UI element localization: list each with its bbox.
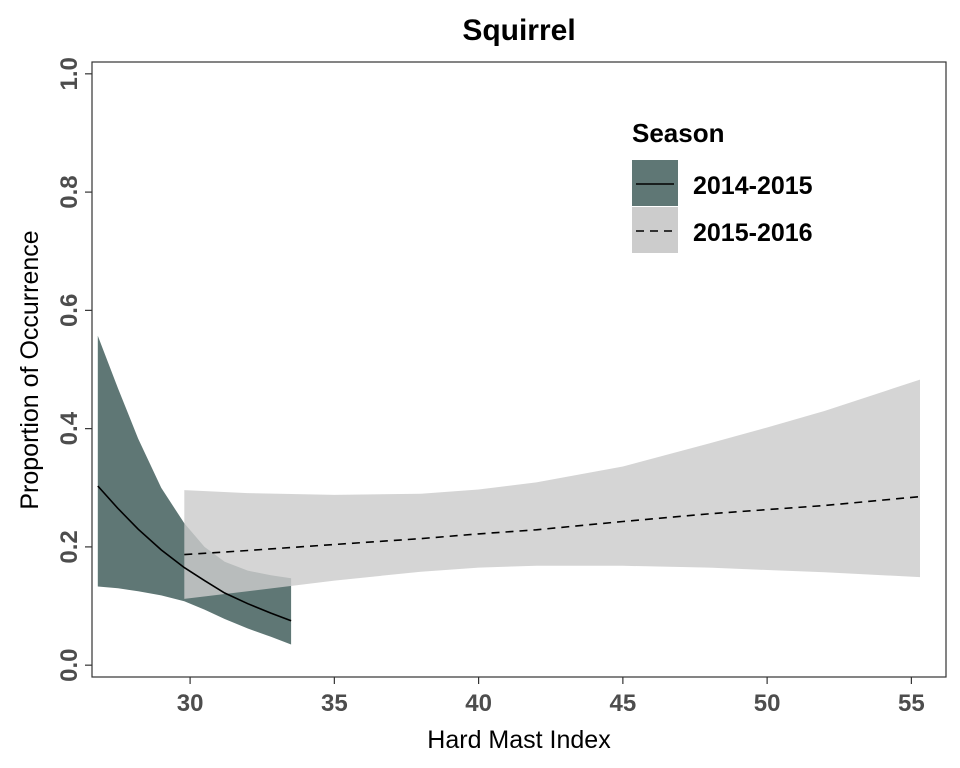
y-tick-label-0: 0.0 [56, 648, 83, 681]
y-tick-label-0-8: 0.8 [56, 175, 83, 208]
plot-panel-border [91, 61, 947, 678]
legend-label-2014-2015: 2014-2015 [693, 172, 813, 200]
x-tick-label-30: 30 [177, 690, 204, 717]
legend-key-2014-2015-fill [632, 160, 678, 206]
y-tick-label-1: 1.0 [56, 57, 83, 90]
x-tick-label-55: 55 [898, 690, 925, 717]
y-tick-label-0-2: 0.2 [56, 530, 83, 563]
chart-title: Squirrel [462, 14, 575, 47]
legend-label-2015-2016: 2015-2016 [693, 219, 813, 247]
x-tick-label-35: 35 [321, 690, 348, 717]
x-axis-title: Hard Mast Index [427, 726, 611, 754]
x-tick-label-45: 45 [610, 690, 637, 717]
y-tick-label-0-4: 0.4 [56, 411, 83, 445]
ribbons-layer [97, 335, 921, 645]
x-tick-label-40: 40 [465, 690, 492, 717]
legend: Season 2014-2015 2015-2016 [632, 118, 813, 253]
y-tick-label-0-6: 0.6 [56, 294, 83, 327]
x-axis: 30 35 40 45 50 55 [177, 677, 925, 717]
y-axis: 0.0 0.2 0.4 0.6 0.8 1.0 [56, 57, 92, 682]
lines-layer [97, 485, 921, 622]
ribbon-2015-2016 [184, 379, 921, 599]
legend-title: Season [632, 118, 725, 148]
legend-key-2015-2016-fill [632, 207, 678, 253]
line-2014-2015 [97, 485, 292, 622]
x-tick-label-50: 50 [754, 690, 781, 717]
ribbon-2014-2015 [97, 335, 292, 645]
line-2015-2016 [184, 495, 921, 556]
y-axis-title: Proportion of Occurrence [16, 230, 44, 509]
